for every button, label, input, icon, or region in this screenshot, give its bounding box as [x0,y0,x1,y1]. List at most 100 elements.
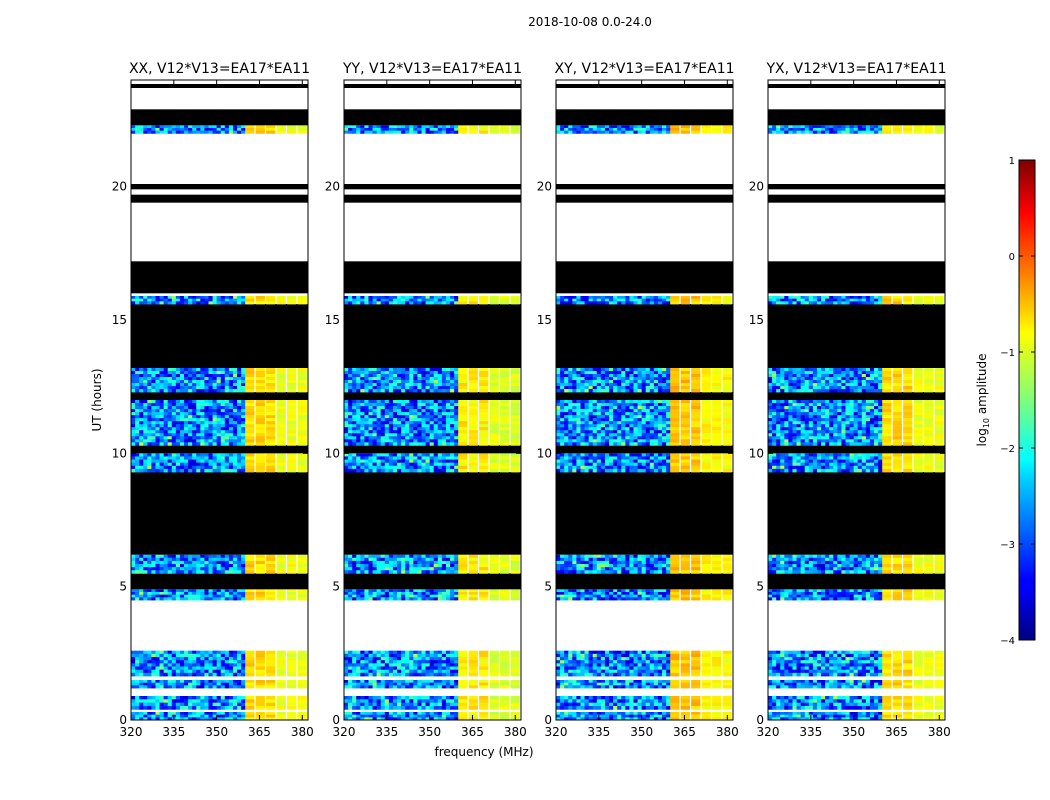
spectrum-cell [604,669,610,674]
spectrum-cell [196,462,201,467]
spectrum-cell [392,427,398,431]
spectrum-cell [392,406,398,410]
spectrum-cell [425,298,431,302]
spectrum-cell [241,403,246,407]
spectrum-cell [159,298,165,302]
spectrum-cell [401,465,406,470]
spectrum-cell [409,383,414,387]
spectrum-cell [454,418,459,422]
spectrum-cell [454,657,459,661]
spectrum-cell [621,682,626,686]
spectrum-cell [450,403,455,407]
band-cell [500,400,510,404]
band-cell [712,660,722,664]
spectrum-cell [135,696,140,700]
flagged-block [131,84,308,88]
band-cell [245,389,255,393]
spectrum-cell [409,706,414,710]
spectrum-cell [641,682,647,686]
spectrum-cell [196,439,201,443]
spectrum-cell [163,682,169,686]
spectrum-cell [450,462,455,467]
spectrum-cell [216,427,222,431]
spectrum-cell [135,298,140,302]
spectrum-cell [143,453,148,457]
spectrum-cell [437,409,443,413]
spectrum-cell [155,418,160,422]
spectrum-cell [184,714,189,718]
spectrum-cell [131,430,136,434]
spectrum-cell [179,409,185,413]
spectrum-cell [433,377,439,381]
spectrum-cell [376,442,382,446]
spectrum-cell [184,427,189,431]
spectrum-cell [417,377,422,381]
spectrum-cell [425,669,431,674]
spectrum-cell [171,564,177,568]
spectrum-cell [147,663,152,667]
spectrum-cell [392,462,398,467]
spectrum-cell [167,717,173,721]
band-cell [266,433,276,437]
spectrum-cell [445,712,451,716]
spectrum-cell [637,699,643,704]
spectrum-cell [352,685,357,689]
spectrum-cell [228,296,234,300]
spectrum-cell [147,371,152,375]
band-cell [468,567,478,571]
spectrum-cell [445,468,451,473]
spectrum-cell [356,557,361,562]
spectrum-cell [372,377,378,381]
band-cell [276,663,286,667]
spectrum-cell [204,430,209,434]
band-cell [712,657,722,661]
spectrum-cell [167,383,173,387]
band-cell [276,371,286,375]
band-cell [489,433,499,437]
spectrum-cell [409,666,414,671]
band-cell [500,592,510,596]
spectrum-cell [384,672,390,677]
spectrum-cell [175,468,181,473]
spectrum-cell [376,374,382,378]
spectrum-cell [179,589,185,593]
band-cell [276,424,286,428]
spectrum-cell [192,439,197,443]
spectrum-cell [397,699,402,704]
spectrum-cell [388,672,394,677]
spectrum-cell [376,680,382,684]
spectrum-cell [433,657,439,661]
spectrum-cell [653,696,659,700]
spectrum-cell [425,374,431,378]
spectrum-cell [360,560,365,565]
spectrum-cell [348,453,353,457]
spectrum-cell [450,377,455,381]
spectrum-cell [220,301,226,305]
band-cell [276,406,286,410]
spectrum-cell [196,589,201,593]
band-cell [255,424,265,428]
spectrum-cell [200,653,205,658]
spectrum-cell [368,468,373,473]
spectrum-cell [454,468,459,473]
spectrum-cell [364,430,369,434]
spectrum-cell [147,406,152,410]
spectrum-cell [417,403,422,407]
spectrum-cell [413,415,418,419]
band-cell [297,386,307,390]
band-cell [266,403,276,407]
spectrum-cell [429,589,435,593]
band-cell [510,597,520,601]
spectrum-cell [352,650,357,655]
spectrum-cell [147,554,152,559]
spectrum-cell [560,650,565,655]
band-cell [468,374,478,378]
spectrum-cell [368,374,373,378]
spectrum-cell [184,424,189,428]
band-cell [468,456,478,460]
spectrum-cell [441,374,447,378]
spectrum-cell [167,380,173,384]
spectrum-cell [450,589,455,593]
spectrum-cell [167,696,173,700]
spectrum-cell [376,653,382,658]
